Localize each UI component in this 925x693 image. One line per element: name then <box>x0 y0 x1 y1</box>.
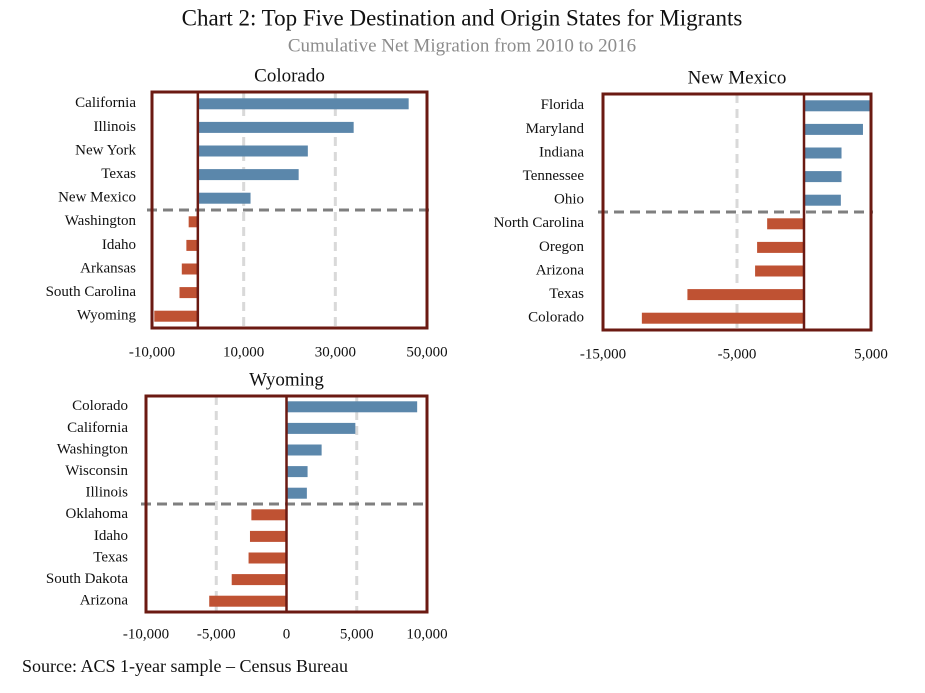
y-tick-label: Tennessee <box>523 168 585 184</box>
bar <box>286 444 322 456</box>
bar <box>197 169 299 181</box>
bar <box>251 509 287 521</box>
y-tick-label: New Mexico <box>58 190 136 206</box>
bar <box>755 265 804 277</box>
y-tick-label: Texas <box>549 286 584 302</box>
bar <box>804 123 863 135</box>
x-tick-label: 10,000 <box>406 626 447 642</box>
y-tick-label: Washington <box>65 213 137 229</box>
bar <box>209 595 287 607</box>
y-tick-label: California <box>67 420 128 436</box>
x-tick-label: 30,000 <box>315 344 356 360</box>
y-tick-label: Arizona <box>80 593 129 609</box>
y-tick-label: Arizona <box>536 262 585 278</box>
plot-frame <box>150 90 429 330</box>
panel-title: New Mexico <box>688 67 787 88</box>
y-tick-label: Oklahoma <box>66 506 129 522</box>
y-tick-label: Wisconsin <box>65 463 128 479</box>
y-tick-label: Idaho <box>102 237 136 253</box>
y-tick-label: New York <box>75 142 136 158</box>
x-tick-label: -10,000 <box>129 344 175 360</box>
bar <box>767 218 804 230</box>
bar <box>179 287 198 299</box>
y-tick-label: Washington <box>57 441 129 457</box>
bar <box>197 121 354 133</box>
y-tick-label: South Carolina <box>46 284 137 300</box>
bar <box>804 171 842 183</box>
bar <box>286 422 356 434</box>
y-tick-label: Texas <box>93 549 128 565</box>
bar <box>154 310 198 322</box>
y-tick-label: Maryland <box>526 121 585 137</box>
y-tick-label: California <box>75 95 136 111</box>
source-note: Source: ACS 1-year sample – Census Burea… <box>22 656 348 676</box>
x-tick-label: 10,000 <box>223 344 264 360</box>
x-tick-label: 5,000 <box>854 346 888 362</box>
y-tick-label: Illinois <box>85 485 128 501</box>
x-tick-label: -10,000 <box>123 626 169 642</box>
y-tick-label: Colorado <box>72 398 128 414</box>
y-tick-label: North Carolina <box>494 215 585 231</box>
y-tick-label: Oregon <box>539 239 584 255</box>
x-tick-label: -5,000 <box>718 346 757 362</box>
x-tick-label: 50,000 <box>406 344 447 360</box>
panel-title: Wyoming <box>249 369 324 390</box>
bar <box>757 241 804 253</box>
bar <box>286 487 307 499</box>
bar <box>286 401 418 413</box>
plot-frame <box>144 394 429 614</box>
y-tick-label: Colorado <box>528 310 584 326</box>
y-tick-label: Arkansas <box>80 260 136 276</box>
panel-title: Colorado <box>254 65 325 86</box>
chart-title: Chart 2: Top Five Destination and Origin… <box>182 5 743 30</box>
chart-subtitle: Cumulative Net Migration from 2010 to 20… <box>288 35 636 56</box>
bar <box>197 145 308 157</box>
y-tick-label: Wyoming <box>77 308 137 324</box>
x-tick-label: -5,000 <box>197 626 236 642</box>
bar <box>641 312 804 324</box>
bar <box>249 530 287 542</box>
x-tick-label: 0 <box>283 626 291 642</box>
y-tick-label: Texas <box>101 166 136 182</box>
y-tick-label: South Dakota <box>46 571 128 587</box>
y-tick-label: Idaho <box>94 528 128 544</box>
bar <box>687 289 804 301</box>
bar <box>197 192 251 204</box>
bar <box>248 552 287 564</box>
y-tick-label: Indiana <box>539 144 584 160</box>
plot-frame <box>601 92 873 332</box>
bar <box>181 263 198 275</box>
y-tick-label: Ohio <box>554 192 584 208</box>
bar <box>231 574 287 586</box>
bar <box>188 216 198 228</box>
bar <box>186 239 198 251</box>
y-tick-label: Florida <box>541 97 585 113</box>
bar <box>286 466 308 478</box>
bar <box>804 100 871 112</box>
x-tick-label: 5,000 <box>340 626 374 642</box>
bar <box>804 147 842 159</box>
y-tick-label: Illinois <box>93 119 136 135</box>
bar <box>197 98 409 110</box>
bar <box>804 194 841 206</box>
x-tick-label: -15,000 <box>580 346 626 362</box>
